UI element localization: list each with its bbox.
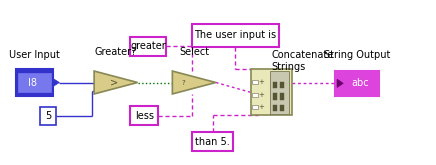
Bar	[192, 24, 279, 47]
Bar	[272, 93, 277, 100]
Text: 5: 5	[45, 111, 51, 121]
Text: abc: abc	[352, 78, 369, 88]
Text: ?: ?	[181, 80, 185, 85]
Text: less: less	[135, 111, 154, 121]
Text: than 5.: than 5.	[195, 137, 230, 147]
Bar	[270, 71, 290, 114]
Bar	[279, 93, 284, 100]
Bar	[16, 69, 53, 96]
Bar	[279, 82, 284, 88]
Bar	[251, 69, 292, 115]
Polygon shape	[337, 79, 343, 87]
Bar	[335, 71, 379, 96]
Text: Strings: Strings	[271, 62, 305, 72]
Polygon shape	[172, 71, 216, 94]
Bar	[272, 82, 277, 88]
Bar	[272, 105, 277, 111]
Text: Concatenate: Concatenate	[271, 50, 333, 60]
Text: greater: greater	[130, 41, 166, 51]
Text: The user input is: The user input is	[194, 31, 276, 40]
Text: +: +	[258, 104, 264, 110]
Text: String Output: String Output	[324, 50, 390, 60]
Text: I8: I8	[28, 78, 37, 87]
Bar	[18, 73, 51, 92]
Bar	[279, 105, 284, 111]
Bar	[252, 93, 259, 97]
Polygon shape	[94, 71, 138, 94]
Polygon shape	[53, 78, 59, 87]
Bar	[192, 132, 233, 151]
Text: Greater?: Greater?	[95, 47, 137, 57]
Text: Select: Select	[179, 47, 209, 57]
Text: +: +	[258, 92, 264, 98]
Text: User Input: User Input	[9, 50, 60, 60]
Bar	[130, 106, 158, 125]
Bar	[40, 107, 56, 125]
Bar	[252, 80, 259, 84]
Bar	[130, 37, 166, 55]
Text: +: +	[258, 79, 264, 85]
Bar	[252, 105, 259, 109]
Text: >: >	[109, 78, 118, 87]
